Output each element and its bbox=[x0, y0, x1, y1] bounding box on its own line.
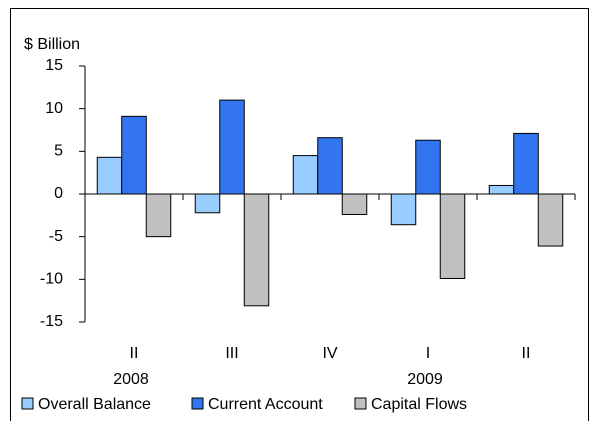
x-year-label: 2008 bbox=[113, 371, 149, 388]
bar bbox=[390, 193, 417, 226]
bar bbox=[537, 193, 564, 247]
chart-frame bbox=[10, 8, 589, 421]
x-tick-label: III bbox=[225, 345, 238, 362]
bar bbox=[317, 137, 343, 195]
bar bbox=[243, 193, 270, 307]
y-tick-label: -15 bbox=[40, 313, 63, 330]
y-tick-label: 15 bbox=[45, 57, 63, 74]
bar bbox=[194, 193, 221, 214]
y-tick-label: 10 bbox=[45, 100, 63, 117]
bar bbox=[96, 156, 123, 195]
bar bbox=[513, 132, 539, 195]
y-tick-label: 0 bbox=[54, 185, 63, 202]
y-axis-label: $ Billion bbox=[24, 36, 80, 53]
bar bbox=[121, 115, 147, 195]
x-tick-label: II bbox=[522, 345, 531, 362]
legend-swatch bbox=[191, 397, 204, 410]
bar bbox=[488, 184, 515, 195]
bar bbox=[415, 139, 441, 195]
x-tick-label: IV bbox=[322, 345, 337, 362]
legend-label: Overall Balance bbox=[38, 396, 151, 413]
x-year-label: 2009 bbox=[407, 371, 443, 388]
x-tick-label: I bbox=[426, 345, 430, 362]
x-tick-label: II bbox=[130, 345, 139, 362]
y-tick-label: -10 bbox=[40, 271, 63, 288]
bar bbox=[292, 155, 319, 195]
y-tick-label: -5 bbox=[49, 228, 63, 245]
legend-swatch bbox=[21, 397, 34, 410]
bar bbox=[439, 193, 466, 279]
y-tick-label: 5 bbox=[54, 143, 63, 160]
bar bbox=[341, 193, 368, 215]
bar bbox=[145, 193, 172, 238]
bar bbox=[219, 99, 245, 195]
legend-label: Capital Flows bbox=[371, 396, 467, 413]
legend-label: Current Account bbox=[208, 396, 323, 413]
legend-swatch bbox=[354, 397, 367, 410]
